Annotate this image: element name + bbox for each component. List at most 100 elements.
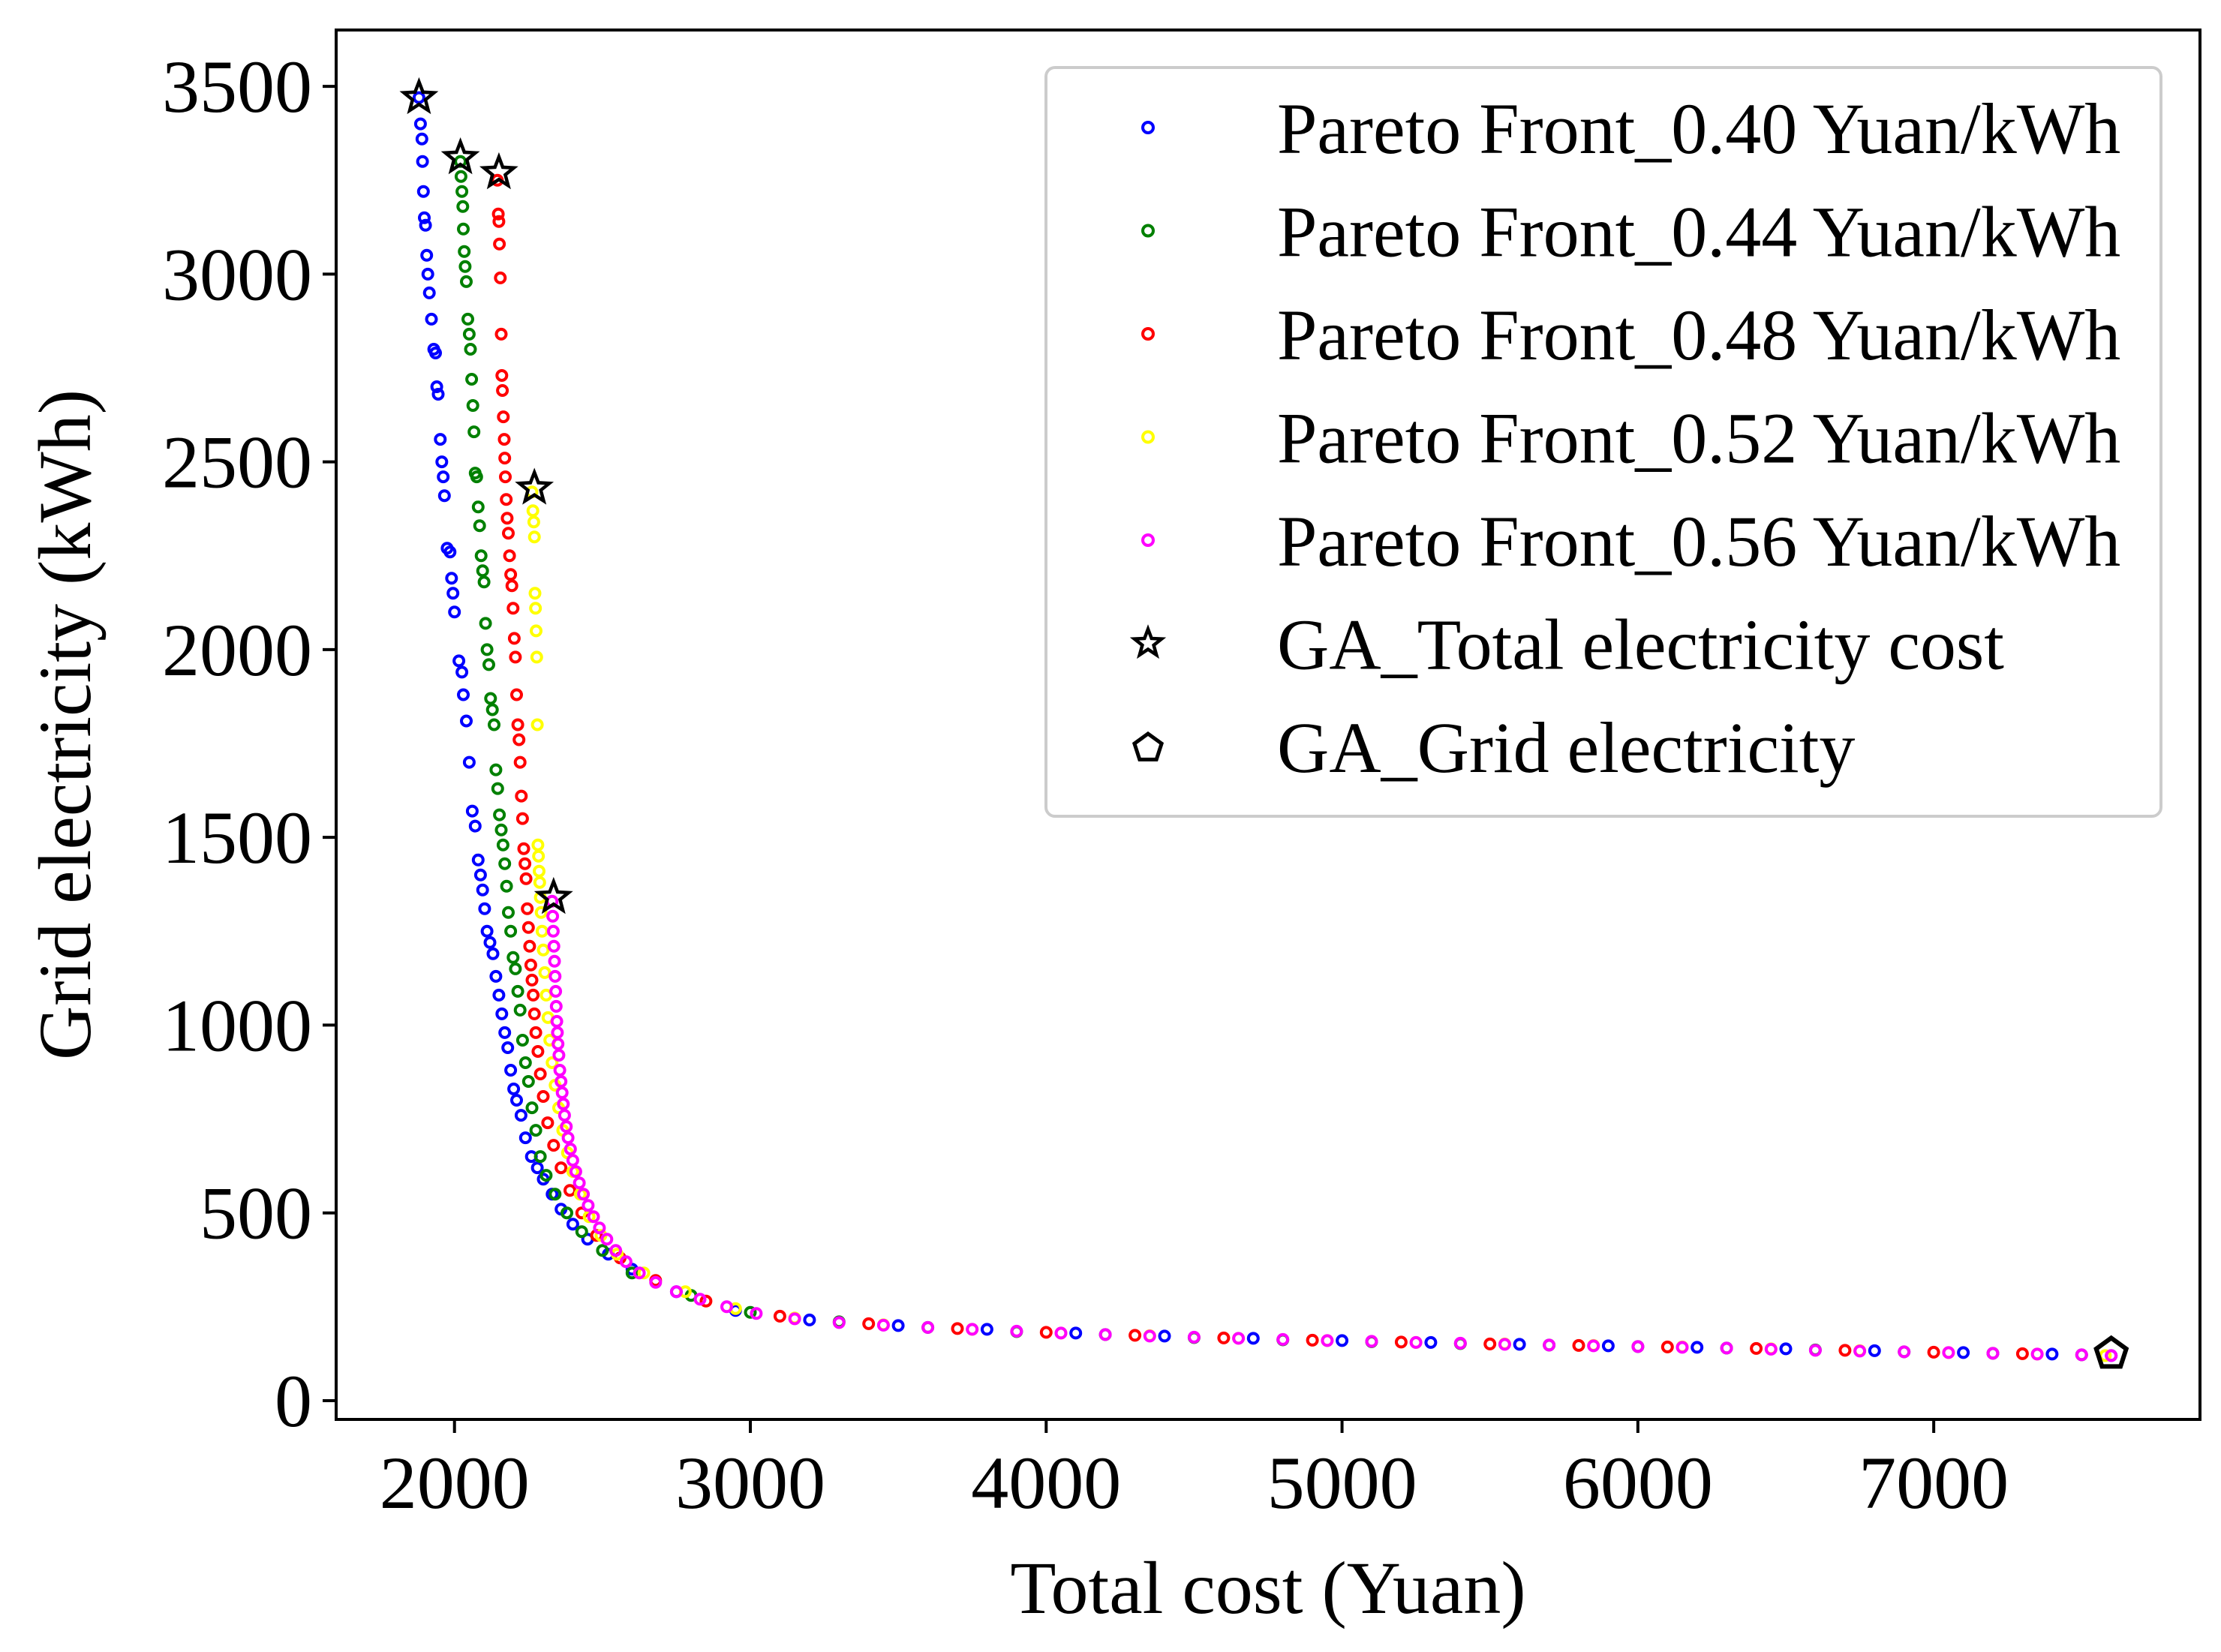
data-point — [1246, 1332, 1260, 1345]
data-point — [443, 545, 457, 559]
data-point — [1601, 1339, 1615, 1353]
data-marks — [399, 77, 2129, 1369]
data-point — [505, 579, 518, 593]
data-point — [547, 1139, 561, 1152]
data-point — [1129, 1329, 1142, 1342]
legend: Pareto Front_0.40 Yuan/kWh Pareto Front_0… — [1044, 66, 2162, 818]
data-point — [554, 1075, 568, 1088]
data-point — [2045, 1347, 2059, 1361]
data-point — [966, 1323, 979, 1336]
data-point — [445, 572, 458, 585]
data-point — [637, 1266, 651, 1280]
ga-grid-series — [2093, 1335, 2129, 1369]
data-point — [951, 1322, 964, 1335]
data-point — [2030, 1347, 2044, 1361]
data-point — [502, 527, 515, 540]
data-point — [1808, 1344, 1822, 1357]
x-axis-label: Total cost (Yuan) — [1010, 1546, 1525, 1629]
data-point — [1321, 1334, 1334, 1347]
data-point — [832, 1316, 846, 1329]
data-point — [541, 1116, 554, 1130]
data-point — [471, 500, 485, 514]
data-point — [547, 939, 561, 953]
data-point — [510, 688, 523, 701]
data-point — [518, 1131, 532, 1145]
y-tick-label: 500 — [200, 1172, 312, 1255]
data-point — [473, 519, 486, 533]
legend-star-icon — [1129, 624, 1167, 659]
data-point — [548, 1188, 562, 1201]
data-point — [500, 493, 513, 506]
series-0 — [412, 91, 2118, 1362]
data-point — [507, 632, 521, 645]
data-point — [503, 549, 516, 563]
data-point — [511, 718, 524, 731]
data-point — [458, 260, 472, 273]
data-point — [471, 853, 485, 867]
data-point — [1010, 1324, 1023, 1338]
data-point — [495, 1007, 509, 1020]
data-point — [557, 1098, 570, 1110]
data-point — [891, 1319, 905, 1332]
data-point — [1187, 1330, 1201, 1344]
legend-label: Pareto Front_0.48 Yuan/kWh — [1277, 295, 2120, 375]
data-point — [750, 1307, 763, 1320]
data-point — [577, 1188, 591, 1201]
data-point — [476, 564, 489, 578]
data-point — [720, 1300, 733, 1314]
data-point — [546, 909, 560, 923]
legend-label: Pareto Front_0.44 Yuan/kWh — [1277, 192, 2120, 272]
data-point — [551, 1026, 564, 1039]
data-point — [430, 380, 443, 393]
data-point — [1498, 1338, 1511, 1351]
data-point — [480, 924, 494, 938]
axis-ticks: 2000 3000 4000 5000 6000 7000 0 500 1000 1500 2000… — [162, 45, 2009, 1524]
data-point — [1098, 1328, 1112, 1341]
data-point — [531, 838, 545, 852]
data-point — [524, 958, 537, 972]
data-point — [1069, 1326, 1083, 1340]
data-point — [494, 271, 507, 284]
data-point — [529, 1124, 542, 1137]
data-point — [521, 902, 534, 915]
data-point — [413, 117, 427, 131]
data-point — [552, 1049, 566, 1062]
data-point — [1572, 1338, 1585, 1352]
y-tick-label: 1000 — [162, 984, 312, 1067]
y-tick-label: 3000 — [162, 233, 312, 316]
data-point — [498, 452, 512, 465]
data-point — [462, 755, 476, 769]
data-point — [2075, 1348, 2088, 1362]
data-point — [437, 470, 450, 484]
data-point — [422, 286, 436, 299]
data-point — [558, 1109, 571, 1122]
series-2 — [491, 173, 2029, 1360]
data-point — [531, 1045, 545, 1058]
data-point — [1365, 1335, 1378, 1348]
data-point — [457, 688, 470, 701]
data-point — [2105, 1349, 2118, 1362]
plot-frame — [335, 29, 2201, 1421]
data-point — [483, 936, 497, 949]
data-point — [862, 1317, 876, 1330]
data-point — [788, 1312, 801, 1326]
data-point — [530, 624, 542, 638]
data-point — [480, 643, 494, 656]
data-point — [506, 602, 520, 615]
data-point — [518, 1056, 532, 1069]
data-point — [489, 969, 503, 983]
data-point — [510, 1094, 523, 1107]
data-point — [502, 906, 515, 919]
data-point — [587, 1210, 600, 1224]
data-point — [530, 718, 544, 731]
data-point — [420, 248, 434, 262]
data-point — [495, 369, 509, 382]
data-point — [529, 602, 542, 615]
data-point — [1853, 1344, 1867, 1358]
data-point — [545, 1056, 559, 1069]
y-tick-label: 0 — [275, 1359, 312, 1443]
data-point — [474, 549, 488, 563]
data-point — [693, 1293, 707, 1306]
data-point — [496, 838, 509, 852]
